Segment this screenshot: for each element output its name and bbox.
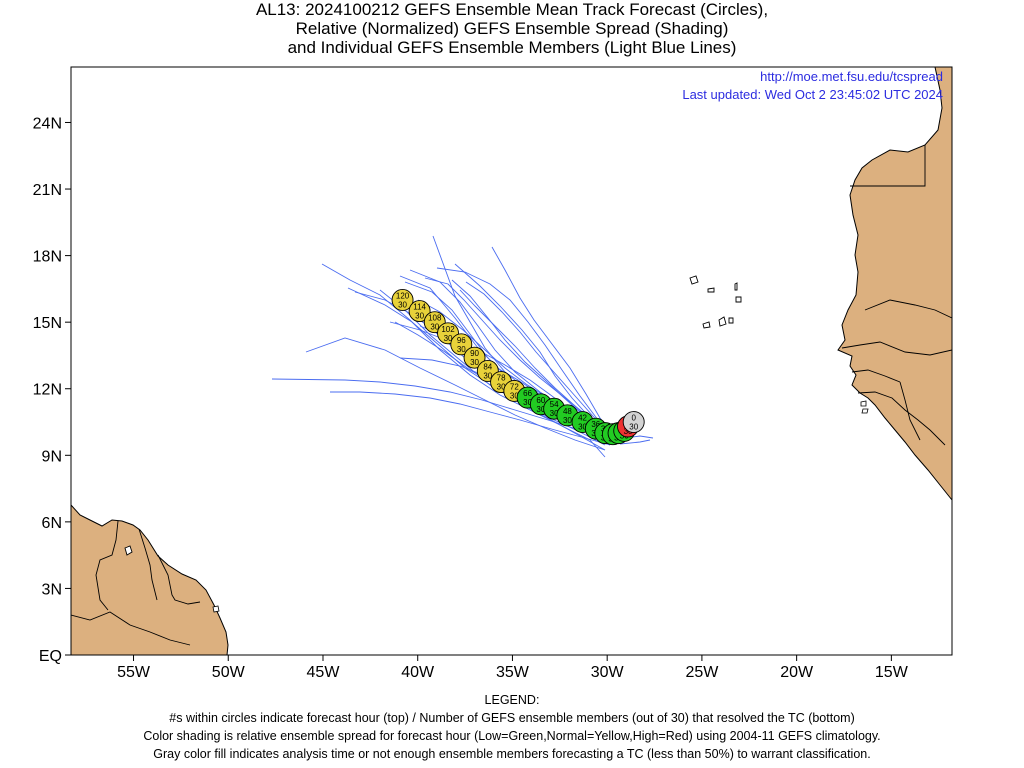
y-tick-label: EQ xyxy=(39,648,62,665)
y-tick-label: 9N xyxy=(42,448,62,465)
forecast-hour-label: 66 xyxy=(523,389,532,398)
latitude-axis: EQ 3N 6N 9N 12N 15N 18N 21N 24N xyxy=(33,115,71,665)
south-america-land xyxy=(71,504,229,655)
map-frame xyxy=(70,66,953,656)
x-tick-label: 15W xyxy=(875,664,909,681)
ocean-area xyxy=(71,67,952,655)
track-point-circle xyxy=(450,333,473,356)
legend-line-1: #s within circles indicate forecast hour… xyxy=(169,711,855,725)
forecast-hour-label: 114 xyxy=(413,303,426,312)
x-tick-label: 25W xyxy=(685,664,719,681)
track-point-circle xyxy=(463,346,486,369)
track-point-circle xyxy=(622,411,645,433)
forecast-hour-label: 42 xyxy=(578,414,587,423)
member-count-label: 30 xyxy=(457,345,466,354)
africa-land xyxy=(837,67,952,501)
track-point-circle xyxy=(408,300,431,323)
forecast-hour-label: 0 xyxy=(631,414,636,423)
x-tick-label: 50W xyxy=(212,664,246,681)
member-count-label: 30 xyxy=(510,391,519,400)
last-updated-text: Last updated: Wed Oct 2 23:45:02 UTC 202… xyxy=(682,87,943,102)
map-title-line-3: and Individual GEFS Ensemble Members (Li… xyxy=(287,38,737,57)
map-title-line-2: Relative (Normalized) GEFS Ensemble Spre… xyxy=(295,19,729,38)
member-count-label: 30 xyxy=(444,334,453,343)
member-count-label: 30 xyxy=(523,398,532,407)
x-tick-label: 40W xyxy=(401,664,435,681)
member-count-label: 30 xyxy=(629,423,638,432)
legend-heading: LEGEND: xyxy=(484,693,540,707)
y-tick-label: 15N xyxy=(33,315,62,332)
x-tick-label: 55W xyxy=(117,664,151,681)
x-tick-label: 35W xyxy=(496,664,530,681)
member-count-label: 30 xyxy=(536,405,545,414)
y-tick-label: 18N xyxy=(33,249,62,266)
track-point-circle xyxy=(391,289,414,311)
member-count-label: 30 xyxy=(398,300,407,309)
member-count-label: 30 xyxy=(563,416,572,425)
member-count-label: 30 xyxy=(578,423,587,432)
x-tick-label: 45W xyxy=(307,664,341,681)
member-count-label: 30 xyxy=(430,323,439,332)
legend-line-3: Gray color fill indicates analysis time … xyxy=(153,747,871,761)
y-tick-label: 3N xyxy=(42,581,62,598)
forecast-hour-label: 60 xyxy=(536,396,545,405)
x-tick-label: 20W xyxy=(780,664,814,681)
forecast-hour-label: 54 xyxy=(550,400,559,409)
track-point: 030 xyxy=(622,411,645,433)
forecast-hour-label: 96 xyxy=(457,336,466,345)
y-tick-label: 6N xyxy=(42,515,62,532)
map-title-line-1: AL13: 2024100212 GEFS Ensemble Mean Trac… xyxy=(255,0,769,19)
forecast-hour-label: 36 xyxy=(591,420,600,429)
forecast-hour-label: 102 xyxy=(441,325,455,334)
forecast-hour-label: 84 xyxy=(483,362,492,371)
y-tick-label: 21N xyxy=(33,182,62,199)
forecast-hour-label: 90 xyxy=(470,349,479,358)
forecast-hour-label: 78 xyxy=(497,374,506,383)
cape-verde-islands xyxy=(689,275,742,329)
member-count-label: 30 xyxy=(550,409,559,418)
member-count-label: 30 xyxy=(415,312,424,321)
forecast-hour-label: 48 xyxy=(563,407,572,416)
forecast-hour-label: 72 xyxy=(510,382,519,391)
x-tick-label: 30W xyxy=(591,664,625,681)
longitude-axis: 55W 50W 45W 40W 35W 30W 25W 20W 15W xyxy=(117,655,909,681)
source-url[interactable]: http://moe.met.fsu.edu/tcspread xyxy=(760,69,943,84)
forecast-hour-label: 120 xyxy=(396,291,410,300)
member-count-label: 30 xyxy=(497,383,506,392)
member-count-label: 30 xyxy=(483,371,492,380)
y-tick-label: 12N xyxy=(33,382,62,399)
legend-line-2: Color shading is relative ensemble sprea… xyxy=(143,729,881,743)
member-count-label: 30 xyxy=(470,358,479,367)
y-tick-label: 24N xyxy=(33,115,62,132)
forecast-hour-label: 108 xyxy=(428,314,442,323)
